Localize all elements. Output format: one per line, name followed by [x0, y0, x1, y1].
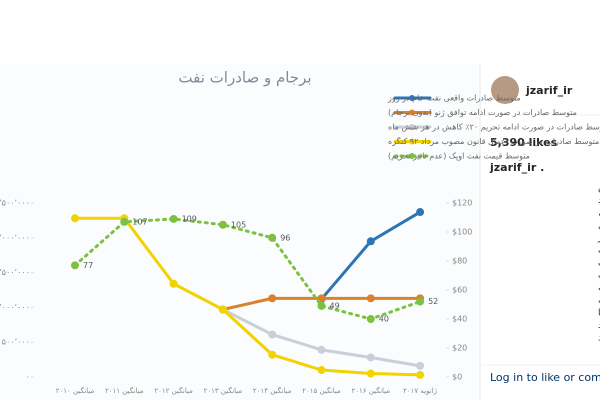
- y2-tick-label: $40: [452, 315, 467, 324]
- x-tick-label: میانگین ۲۰۱۲: [154, 386, 193, 395]
- chart-title: برجام و صادرات نفت: [178, 69, 311, 87]
- x-tick-label: میانگین ۲۰۱۰: [56, 386, 95, 395]
- legend-swatch: [409, 95, 415, 101]
- x-tick-label: میانگین ۲۰۱۴: [253, 386, 292, 395]
- point: [317, 294, 326, 303]
- legend-swatch: [409, 109, 415, 116]
- y-tick-label: ۵۰۰٬۰۰۰: [2, 338, 30, 347]
- point: [366, 237, 375, 246]
- caption-line: ه توافق نهایی برجام (یک: [598, 259, 600, 269]
- caption-line: ی ماه به مجلس آمده است،: [598, 207, 600, 219]
- caption-line: ، شروع تحریم های نفتی نه: [598, 296, 600, 306]
- caption-line: صادرات نفت ایران در سال: [598, 221, 600, 231]
- point: [317, 366, 326, 375]
- y2-tick-label: $80: [452, 257, 467, 266]
- caption-line: توافق موقت ژنو (صادرات: [598, 246, 600, 256]
- point: [71, 214, 79, 223]
- data-label: 96: [280, 233, 290, 242]
- legend-label: متوسط صادرات در صورت ادامه توافق ژنو (بد…: [388, 108, 577, 117]
- point: [120, 217, 129, 226]
- point: [366, 369, 375, 378]
- y-tick-label: ۲٬۵۰۰٬۰۰۰: [0, 199, 30, 208]
- x-tick-label: میانگین ۲۰۱۶: [352, 386, 391, 395]
- point: [268, 233, 277, 242]
- point: [169, 214, 178, 223]
- y2-tick-label: $20: [452, 344, 467, 353]
- point: [366, 353, 375, 362]
- legend-swatch: [409, 138, 415, 145]
- point: [218, 305, 227, 314]
- data-label: 49: [330, 301, 340, 310]
- x-tick-label: میانگین ۲۰۱۱: [105, 386, 144, 395]
- y-tick-label: ۱٬۵۰۰٬۰۰۰: [0, 268, 30, 277]
- y-tick-label: ۱٬۰۰۰٬۰۰۰: [0, 303, 30, 312]
- legend-label: متوسط صادرات واقعی نفت خام در روز: [387, 94, 521, 103]
- caption-line: شورای اسلامی ارائه شد: [598, 196, 600, 206]
- caption-line: شرایط کنونی صادرات در: [597, 234, 600, 244]
- y2-tick-label: $60: [452, 286, 467, 295]
- point: [169, 279, 178, 288]
- y-tick-label: ۰: [26, 373, 30, 382]
- point: [416, 297, 425, 306]
- caption-line: میلیون بشکه در روز) است: [598, 271, 600, 281]
- data-label: 40: [379, 315, 389, 324]
- caption-line: خطه چین) نشان می دهد که: [598, 284, 600, 294]
- y-tick-label: ۲٬۰۰۰٬۰۰۰: [0, 233, 30, 242]
- point: [416, 370, 425, 379]
- legend-label: متوسط صادرات در صورت ادامه تحریم ۲۰٪ کاه…: [388, 123, 600, 132]
- x-tick-label: ژانویه ۲۰۱۷: [403, 387, 437, 395]
- legend-label: متوسط صادرات در صورت اعمال قانون مصوب مر…: [388, 136, 599, 146]
- point: [317, 301, 326, 310]
- data-label: 107: [132, 217, 147, 226]
- legend-label: متوسط قیمت نفت اوپک (عدم تاثیر تحریم): [388, 152, 530, 161]
- legend-swatch: [409, 124, 415, 130]
- legend-swatch: [409, 153, 415, 159]
- x-tick-label: میانگین ۲۰۱۵: [302, 386, 341, 395]
- point: [71, 261, 79, 270]
- caption-line: انتدای تحریم ها شدید: [598, 334, 600, 344]
- avatar[interactable]: [491, 76, 519, 104]
- likes: 5,390 likes: [490, 136, 558, 149]
- y2-tick-label: $100: [452, 228, 472, 237]
- series-line: [73, 217, 422, 321]
- caption-line: جهانی نفت نینجامید، بلکه با: [598, 309, 600, 319]
- data-label: 109: [182, 214, 197, 223]
- point: [268, 350, 277, 359]
- y2-tick-label: $120: [452, 199, 472, 208]
- data-label: 105: [231, 220, 246, 229]
- point: [268, 330, 277, 339]
- caption-line: رقبا سهم بازار ایران، روند: [598, 321, 600, 331]
- point: [416, 208, 425, 217]
- point: [218, 220, 227, 229]
- point: [416, 361, 425, 370]
- login-prompt[interactable]: Log in to like or com: [490, 371, 600, 384]
- data-label: 77: [83, 261, 93, 270]
- caption-username[interactable]: jzarif_ir .: [489, 161, 544, 174]
- series-line: [73, 216, 422, 377]
- point: [268, 294, 277, 303]
- point: [366, 315, 375, 323]
- data-label: 52: [428, 297, 438, 306]
- username[interactable]: jzarif_ir: [525, 84, 573, 97]
- point: [366, 294, 375, 303]
- point: [317, 345, 326, 354]
- y2-tick-label: $0: [452, 373, 462, 382]
- x-tick-label: میانگین ۲۰۱۳: [204, 386, 243, 395]
- caption-line: برجام روز شنبه به مجلس: [598, 184, 600, 194]
- post-image: [0, 64, 478, 400]
